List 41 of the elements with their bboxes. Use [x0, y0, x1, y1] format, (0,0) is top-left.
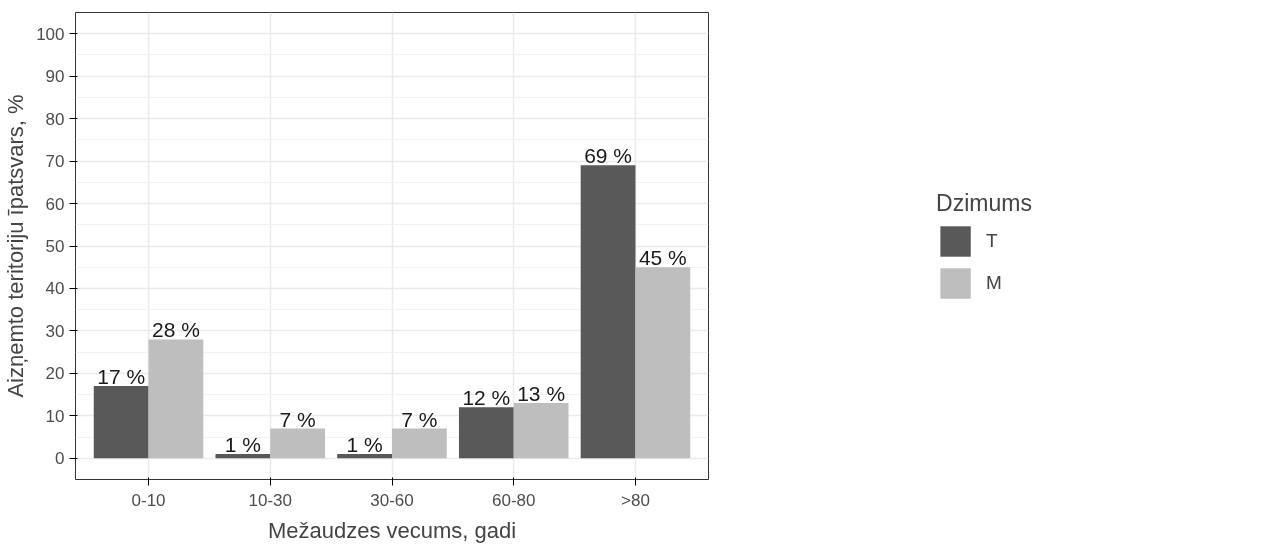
data-label: 12 % — [462, 386, 511, 410]
data-label: 45 % — [638, 246, 687, 270]
legend-label: M — [986, 271, 1003, 294]
x-tick-label: 60-80 — [491, 490, 536, 510]
legend-label: T — [986, 229, 999, 252]
bar — [93, 386, 149, 459]
data-label: 7 % — [279, 407, 316, 431]
y-tick-label: 30 — [45, 321, 65, 341]
data-label: 1 % — [346, 433, 383, 457]
y-tick-label: 20 — [45, 364, 65, 384]
bar — [458, 407, 514, 459]
y-tick-label: 70 — [45, 152, 65, 172]
y-tick-label: 0 — [55, 449, 65, 469]
data-label: 13 % — [517, 382, 566, 406]
bar — [513, 403, 569, 459]
y-tick-label: 50 — [45, 237, 65, 256]
y-tick-label: 60 — [45, 194, 65, 214]
data-label: 28 % — [152, 318, 200, 342]
bar — [580, 165, 636, 459]
x-tick-label: 10-30 — [248, 490, 293, 510]
data-label: 17 % — [97, 365, 146, 389]
y-tick-label: 80 — [45, 109, 65, 129]
data-label: 1 % — [224, 433, 261, 457]
data-label: 69 % — [584, 144, 633, 168]
bar — [337, 454, 392, 459]
bar — [215, 454, 271, 459]
bar — [148, 339, 204, 459]
x-tick-label: >80 — [621, 490, 650, 510]
x-tick-label: 30-60 — [370, 490, 414, 510]
legend-title: Dzimums — [936, 189, 1032, 217]
y-tick-label: 10 — [45, 406, 65, 426]
x-tick-label: 0-10 — [131, 490, 166, 510]
y-tick-label: 90 — [45, 67, 65, 87]
bar — [270, 428, 326, 459]
x-axis-title: Mežaudzes vecums, gadi — [267, 517, 517, 543]
y-tick-label: 40 — [45, 279, 65, 299]
data-label: 7 % — [401, 407, 438, 431]
y-tick-label: 100 — [36, 24, 65, 44]
y-axis-title: Aizņemto teritoriju īpatsvars, % — [3, 94, 29, 398]
bar — [635, 267, 691, 459]
bar — [392, 428, 447, 459]
